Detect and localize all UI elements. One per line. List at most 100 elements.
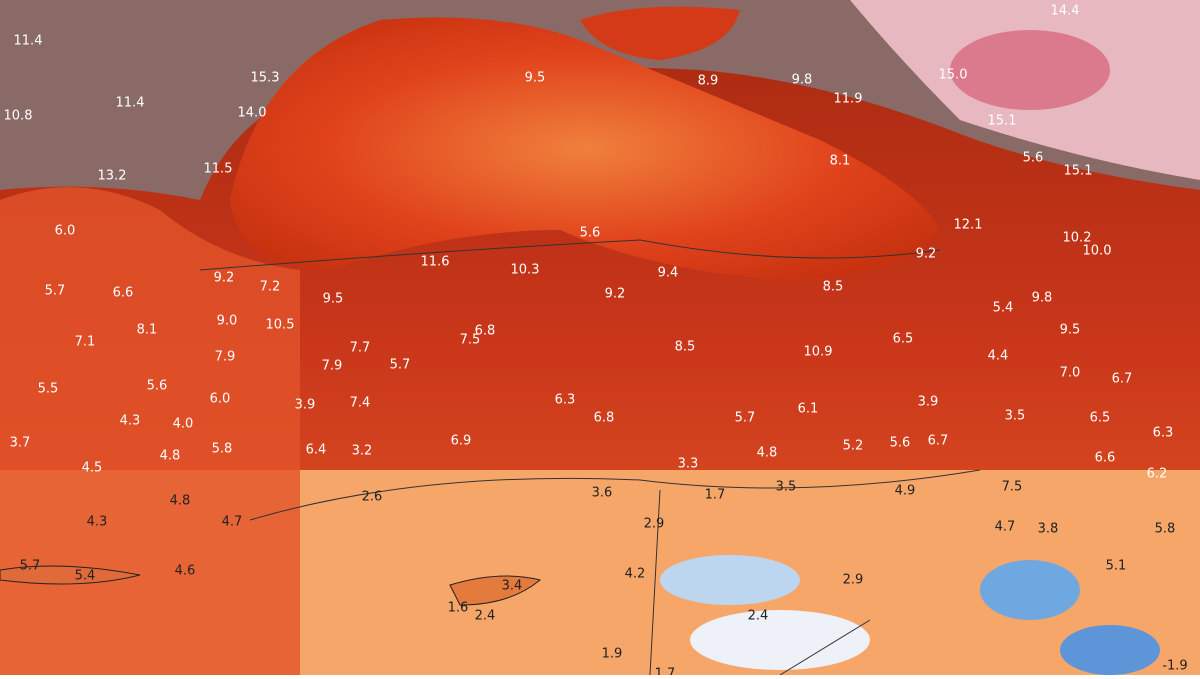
temperature-label: 6.0	[210, 392, 231, 407]
temperature-label: 3.6	[592, 486, 613, 501]
temperature-label: 6.5	[1090, 411, 1111, 426]
temperature-label: 6.6	[113, 286, 134, 301]
temperature-label: 3.2	[352, 444, 373, 459]
temperature-label: 4.8	[170, 494, 191, 509]
temperature-label: 2.9	[644, 517, 665, 532]
temperature-label: 8.1	[830, 154, 851, 169]
temperature-label: 9.0	[217, 314, 238, 329]
border	[199, 239, 981, 676]
cool-area	[660, 555, 800, 605]
temperature-label: 3.9	[918, 395, 939, 410]
azov-sea	[580, 6, 740, 61]
temperature-label: 3.7	[10, 436, 31, 451]
temperature-label: 5.7	[390, 358, 411, 373]
aegean	[0, 187, 300, 675]
temperature-label: 6.3	[1153, 426, 1174, 441]
temperature-label: 5.2	[843, 439, 864, 454]
cold-spot	[980, 560, 1080, 620]
temperature-label: 12.1	[954, 218, 983, 233]
temperature-label: 4.0	[173, 417, 194, 432]
temperature-label: 8.5	[675, 340, 696, 355]
temperature-label: 10.5	[266, 318, 295, 333]
temperature-label: 15.1	[988, 114, 1017, 129]
cyprus	[449, 575, 542, 606]
temperature-label: 5.7	[735, 411, 756, 426]
temperature-label: 6.5	[893, 332, 914, 347]
temperature-label: 2.4	[475, 609, 496, 624]
crete	[0, 565, 141, 585]
temperature-label: 9.5	[525, 71, 546, 86]
temperature-label: 2.4	[748, 609, 769, 624]
temperature-label: 5.4	[993, 301, 1014, 316]
temperature-label: 11.4	[14, 34, 43, 49]
temperature-label: 5.5	[38, 382, 59, 397]
black-sea	[230, 17, 940, 280]
temperature-label: 5.7	[45, 284, 66, 299]
temperature-label: 5.6	[580, 226, 601, 241]
temperature-label: 4.7	[222, 515, 243, 530]
temperature-label: 7.5	[1002, 480, 1023, 495]
temperature-label: 1.6	[448, 601, 469, 616]
temperature-label: 11.5	[204, 162, 233, 177]
temperature-label: 8.1	[137, 323, 158, 338]
temperature-label: 7.5	[460, 333, 481, 348]
temperature-label: 7.0	[1060, 366, 1081, 381]
temperature-label: 14.4	[1051, 4, 1080, 19]
temperature-label: 10.8	[4, 109, 33, 124]
temperature-label: 3.4	[502, 579, 523, 594]
temperature-label: 10.2	[1063, 231, 1092, 246]
temperature-label: 7.9	[215, 350, 236, 365]
temperature-label: 2.6	[362, 490, 383, 505]
temperature-label: 15.1	[1064, 164, 1093, 179]
temperature-label: 5.7	[20, 559, 41, 574]
cold-spot	[1060, 625, 1160, 675]
temperature-label: 10.9	[804, 345, 833, 360]
temperature-label: 14.0	[238, 106, 267, 121]
temperature-label: 9.5	[323, 292, 344, 307]
temperature-label: 5.8	[1155, 522, 1176, 537]
warm-spot	[950, 30, 1110, 110]
temperature-label: 6.8	[475, 324, 496, 339]
temperature-label: 2.9	[843, 573, 864, 588]
temperature-label: 4.2	[625, 567, 646, 582]
temperature-label: 4.4	[988, 349, 1009, 364]
cool-area	[690, 610, 870, 670]
temperature-label: 4.7	[995, 520, 1016, 535]
temperature-label: 5.1	[1106, 559, 1127, 574]
temperature-label: 5.6	[1023, 151, 1044, 166]
temperature-label: 7.7	[350, 341, 371, 356]
temperature-label: 4.3	[87, 515, 108, 530]
temperature-label: 6.3	[555, 393, 576, 408]
temperature-label: 3.5	[776, 480, 797, 495]
temperature-label: 10.0	[1083, 244, 1112, 259]
temperature-label: 3.5	[1005, 409, 1026, 424]
temperature-label: 4.3	[120, 414, 141, 429]
temperature-label: 7.2	[260, 280, 281, 295]
temperature-label: 1.7	[705, 488, 726, 503]
temperature-label: 9.8	[1032, 291, 1053, 306]
temperature-label: 1.7	[655, 667, 676, 676]
temperature-label: 9.2	[605, 287, 626, 302]
temperature-label: 6.4	[306, 443, 327, 458]
temperature-label: 6.1	[798, 402, 819, 417]
temperature-label: -1.9	[1162, 659, 1187, 674]
temperature-label: 6.2	[1147, 467, 1168, 482]
temperature-label: 3.9	[295, 398, 316, 413]
temperature-label: 11.6	[421, 255, 450, 270]
temperature-label: 4.6	[175, 564, 196, 579]
temperature-label: 6.9	[451, 434, 472, 449]
temperature-label: 8.9	[698, 74, 719, 89]
temperature-label: 3.3	[678, 457, 699, 472]
temperature-label: 9.8	[792, 73, 813, 88]
temperature-label: 9.4	[658, 266, 679, 281]
temperature-label: 13.2	[98, 169, 127, 184]
temperature-label: 1.9	[602, 647, 623, 662]
temperature-label: 4.8	[160, 449, 181, 464]
temperature-label: 9.2	[916, 247, 937, 262]
temperature-label: 4.5	[82, 461, 103, 476]
temperature-label: 3.8	[1038, 522, 1059, 537]
temperature-label: 9.2	[214, 271, 235, 286]
temperature-label: 7.1	[75, 335, 96, 350]
temperature-label: 6.8	[594, 411, 615, 426]
